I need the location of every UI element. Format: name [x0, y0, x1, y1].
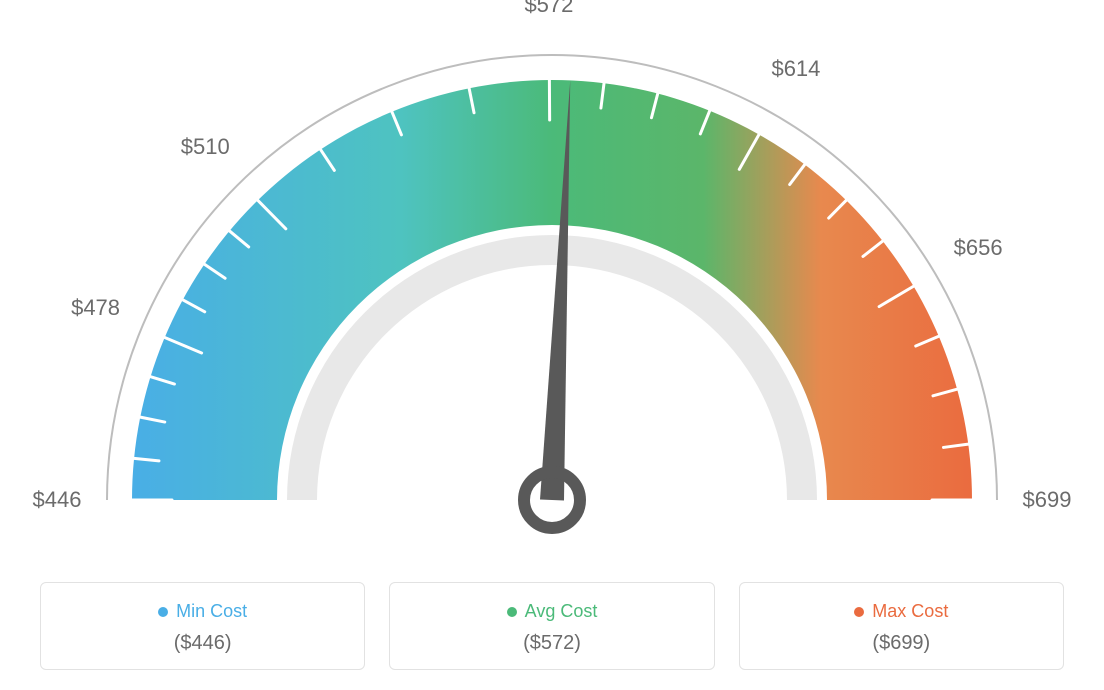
gauge-tick-label: $656 — [954, 235, 1003, 261]
legend-card-avg: Avg Cost ($572) — [389, 582, 714, 670]
gauge-tick-label: $614 — [771, 56, 820, 82]
legend-max-title-row: Max Cost — [750, 601, 1053, 622]
legend-avg-label: Avg Cost — [525, 601, 598, 622]
gauge-tick-label: $699 — [1023, 487, 1072, 513]
legend-card-min: Min Cost ($446) — [40, 582, 365, 670]
gauge-tick-label: $572 — [524, 0, 573, 18]
legend-min-label: Min Cost — [176, 601, 247, 622]
gauge-tick-label: $478 — [71, 295, 120, 321]
legend-avg-title-row: Avg Cost — [400, 601, 703, 622]
legend-min-title-row: Min Cost — [51, 601, 354, 622]
legend-max-value: ($699) — [750, 632, 1053, 655]
legend-min-value: ($446) — [51, 632, 354, 655]
gauge-tick-label: $446 — [33, 487, 82, 513]
legend-row: Min Cost ($446) Avg Cost ($572) Max Cost… — [40, 582, 1064, 670]
legend-avg-value: ($572) — [400, 632, 703, 655]
legend-max-dot-icon — [854, 607, 864, 617]
gauge-chart: $446 $478 $510 $572 $614 $656 $699 — [0, 0, 1104, 560]
legend-card-max: Max Cost ($699) — [739, 582, 1064, 670]
gauge-svg — [0, 0, 1104, 560]
legend-min-dot-icon — [158, 607, 168, 617]
gauge-tick-label: $510 — [181, 134, 230, 160]
legend-max-label: Max Cost — [872, 601, 948, 622]
legend-avg-dot-icon — [507, 607, 517, 617]
